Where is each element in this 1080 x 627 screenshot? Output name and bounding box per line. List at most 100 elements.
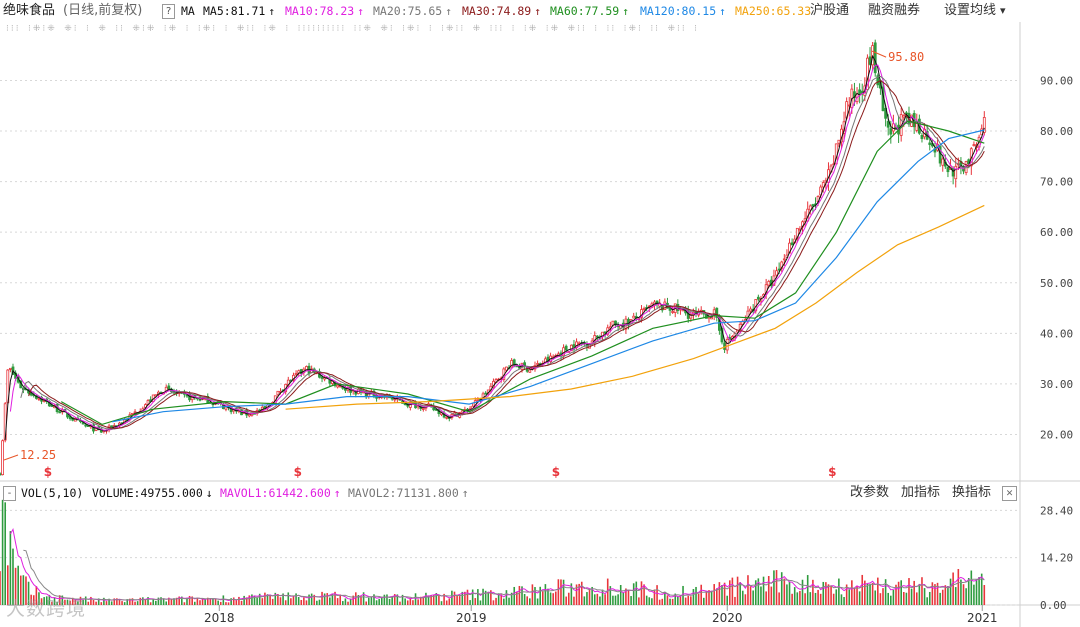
ma250-value: MA250:65.33 — [735, 4, 812, 18]
mavol2-line — [23, 549, 985, 601]
link-hk-connect[interactable]: 沪股通 — [810, 3, 850, 18]
moving-average-lines — [4, 54, 985, 440]
candle-body — [1, 440, 4, 476]
candle-body — [476, 398, 480, 401]
volume-tick-label: 0.00 — [1040, 599, 1067, 612]
candle-body — [767, 281, 771, 286]
price-tick-label: 20.00 — [1040, 428, 1073, 441]
edit-params-button[interactable]: 改参数 — [850, 485, 890, 500]
link-ma-settings[interactable]: 设置均线 ▾ — [944, 0, 1006, 22]
ma20-line — [20, 75, 985, 430]
candle-body — [564, 345, 568, 351]
candle-body — [131, 412, 134, 415]
chevron-down-icon: ▾ — [1000, 4, 1006, 17]
candle-body — [632, 315, 636, 319]
ma120-line — [112, 129, 985, 423]
candle-body — [58, 411, 62, 414]
volume-bars — [0, 499, 986, 605]
candle-body — [408, 402, 412, 408]
ma120-arrow: ↑ — [719, 5, 726, 18]
candle-body — [790, 242, 794, 246]
candle-body — [837, 139, 841, 144]
candle-body — [190, 395, 194, 401]
volume-header: - VOL(5,10) VOLUME:49755.000 ↓ MAVOL1:614… — [0, 482, 1080, 504]
close-icon[interactable]: ✕ — [1002, 486, 1017, 501]
candle-body — [876, 75, 880, 86]
volume-value: VOLUME:49755.000 ↓ — [92, 482, 213, 504]
candle-body — [689, 314, 693, 319]
ma60-value: MA60:77.59 — [550, 4, 620, 18]
stock-name: 绝味食品 — [3, 3, 56, 18]
candle-body — [642, 308, 646, 310]
dividend-marker: $ — [552, 465, 560, 479]
candle-body — [247, 413, 251, 417]
switch-indicator-button[interactable]: 换指标 — [952, 485, 992, 500]
candle-body — [512, 359, 516, 366]
dividend-marker: $ — [44, 465, 52, 479]
candle-body — [821, 182, 825, 188]
help-icon[interactable]: ? — [162, 4, 175, 19]
candle-body — [811, 204, 815, 207]
axis-labels: 90.00 80.00 70.00 60.00 50.00 40.00 30.00 20.00… — [204, 74, 1073, 625]
ma30-value: MA30:74.89 — [462, 4, 532, 18]
candle-body — [671, 311, 675, 313]
price-tick-label: 90.00 — [1040, 74, 1073, 87]
candle-body — [276, 390, 280, 396]
mavol2-arrow: ↑ — [461, 486, 469, 500]
annotations: 95.80 12.25 $ $ $ $ — [3, 50, 924, 479]
candle-body — [294, 373, 298, 375]
dividend-marker: $ — [828, 465, 836, 479]
high-label: 95.80 — [888, 50, 924, 64]
ma60-line — [60, 120, 985, 426]
candle-body — [715, 307, 719, 318]
date-tick-label: 2021 — [967, 611, 998, 625]
candle-body — [614, 320, 617, 326]
chart-params[interactable]: (日线,前复权) — [63, 3, 143, 18]
candle-body — [873, 42, 877, 74]
price-tick-label: 40.00 — [1040, 327, 1073, 340]
ma60-arrow: ↑ — [622, 5, 629, 18]
candle-body — [536, 363, 539, 365]
ma5-label: MA5:81.71 ↑ — [203, 0, 275, 23]
volume-text: VOLUME:49755.000 — [92, 486, 203, 500]
ma10-value: MA10:78.23 — [285, 4, 355, 18]
candle-body — [920, 134, 924, 139]
candle-body — [336, 384, 340, 388]
ma10-arrow: ↑ — [357, 5, 364, 18]
collapse-icon[interactable]: - — [3, 486, 16, 501]
chart-header: 绝味食品 (日线,前复权) ? MA MA5:81.71 ↑ MA10:78.23… — [0, 0, 1080, 22]
price-tick-label: 60.00 — [1040, 226, 1073, 239]
event-markers: ⁝⁝⁝ ⁝⁜⁝⁜ ⁜⁝ ⁝ ⁜ ⁝⁝ ⁜⁝⁜ ⁝⁜ ⁝ ⁝⁜⁝ ⁝ ⁜⁝⁝ ⁝⁜… — [6, 24, 699, 34]
candle-body — [0, 473, 2, 476]
candle-body — [484, 392, 488, 395]
watermark: 大数跨境 — [6, 598, 87, 620]
ma10-line — [9, 64, 985, 431]
candle-body — [941, 158, 945, 166]
date-tick-label: 2018 — [204, 611, 235, 625]
mavol2-text: MAVOL2:71131.800 — [348, 486, 459, 500]
ma250-label: MA250:65.33 — [735, 0, 811, 22]
candle-body — [858, 89, 862, 94]
candle-body — [84, 424, 88, 427]
mavol2-value: MAVOL2:71131.800 ↑ — [348, 482, 469, 504]
candle-body — [445, 416, 449, 419]
ma30-line — [28, 80, 985, 429]
grid-layer — [0, 22, 1080, 627]
candle-body — [749, 308, 752, 312]
ma5-value: MA5:81.71 — [203, 4, 266, 18]
dividend-marker: $ — [294, 465, 302, 479]
ma-settings-label: 设置均线 — [944, 3, 997, 18]
candle-body — [595, 335, 599, 338]
volume-tick-label: 28.40 — [1040, 504, 1073, 517]
price-tick-label: 80.00 — [1040, 125, 1073, 138]
candle-body — [505, 366, 508, 371]
add-indicator-button[interactable]: 加指标 — [901, 485, 941, 500]
ma5-arrow: ↑ — [268, 5, 275, 18]
candle-body — [946, 166, 950, 173]
candle-body — [928, 142, 932, 145]
ma30-label: MA30:74.89 ↑ — [462, 0, 541, 23]
vol-indicator-name: VOL(5,10) — [21, 486, 84, 500]
link-margin-trading[interactable]: 融资融券 — [868, 3, 921, 18]
candle-body — [884, 107, 888, 119]
